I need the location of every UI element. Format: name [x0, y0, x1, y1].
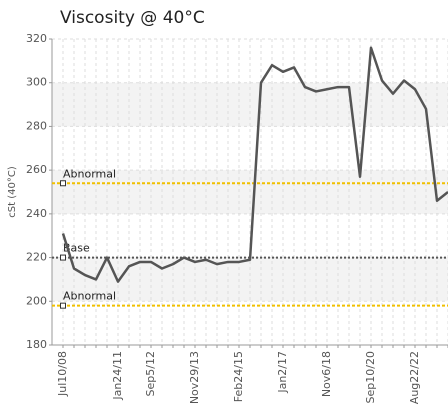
reference-label: Abnormal [63, 167, 116, 180]
x-tick-label: Sep5/12 [144, 351, 157, 396]
x-tick-label: Sep10/20 [364, 351, 377, 403]
reference-label: Abnormal [63, 290, 116, 303]
y-tick-label: 280 [26, 119, 47, 132]
x-tick-label: Jan2/17 [276, 351, 289, 394]
y-tick-label: 200 [26, 294, 47, 307]
chart-title: Viscosity @ 40°C [60, 8, 205, 28]
y-axis-label: cSt (40°C) [7, 166, 18, 218]
series-line [61, 46, 448, 283]
x-tick-label: Feb24/15 [232, 351, 245, 402]
x-tick-label: Nov29/13 [188, 351, 201, 404]
reference-marker [60, 180, 66, 187]
y-tick-label: 300 [26, 76, 47, 89]
x-tick-label: Jan24/11 [111, 351, 124, 401]
reference-marker [60, 302, 66, 309]
reference-marker [60, 254, 66, 261]
x-tick-label: Nov6/18 [320, 351, 333, 397]
y-tick-label: 180 [26, 338, 47, 351]
y-tick-label: 240 [26, 207, 47, 220]
y-tick-label: 320 [26, 32, 47, 45]
y-tick-label: 260 [26, 163, 47, 176]
x-tick-label: Aug22/22 [408, 351, 421, 404]
y-tick-label: 220 [26, 251, 47, 264]
x-tick-label: Jul10/08 [56, 351, 69, 397]
